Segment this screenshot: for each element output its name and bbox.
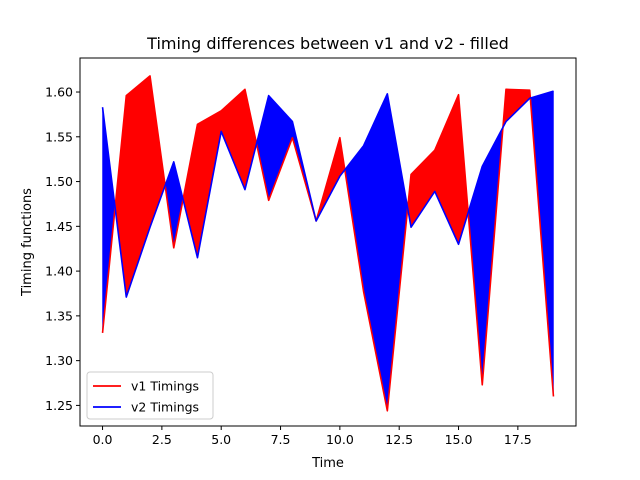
y-tick-label: 1.45 bbox=[45, 219, 73, 234]
y-tick-label: 1.55 bbox=[45, 129, 73, 144]
y-tick-label: 1.35 bbox=[45, 308, 73, 323]
y-tick-label: 1.30 bbox=[45, 353, 73, 368]
series-lines bbox=[101, 75, 555, 412]
legend: v1 Timings v2 Timings bbox=[86, 371, 214, 420]
fill-segment bbox=[434, 94, 459, 245]
x-tick-label: 10.0 bbox=[326, 432, 354, 447]
x-tick-label: 17.5 bbox=[504, 432, 532, 447]
y-axis-label: Timing functions bbox=[20, 188, 35, 297]
x-tick-label: 12.5 bbox=[385, 432, 413, 447]
y-tick-label: 1.40 bbox=[45, 264, 73, 279]
fill-segment bbox=[363, 93, 388, 411]
x-axis: 0.0 2.5 5.0 7.5 10.0 12.5 15.0 17.5 bbox=[93, 426, 532, 447]
x-axis-label: Time bbox=[311, 456, 344, 471]
plot-frame bbox=[79, 57, 577, 427]
y-axis: 1.25 1.30 1.35 1.40 1.45 1.50 1.55 1.60 bbox=[45, 85, 80, 413]
y-tick-label: 1.25 bbox=[45, 398, 73, 413]
y-tick-label: 1.50 bbox=[45, 174, 73, 189]
y-tick-label: 1.60 bbox=[45, 85, 73, 100]
chart-title: Timing differences between v1 and v2 - f… bbox=[146, 34, 509, 53]
series-line-v1 bbox=[101, 75, 555, 412]
fill-segment bbox=[256, 95, 269, 201]
x-tick-label: 15.0 bbox=[445, 432, 473, 447]
x-tick-label: 2.5 bbox=[152, 432, 172, 447]
legend-label-v2: v2 Timings bbox=[131, 400, 199, 415]
legend-label-v1: v1 Timings bbox=[131, 379, 199, 394]
series-line-v2 bbox=[101, 90, 554, 298]
fill-segment bbox=[244, 89, 257, 190]
x-tick-label: 5.0 bbox=[211, 432, 231, 447]
fill-segment bbox=[505, 89, 531, 123]
fill-regions bbox=[102, 75, 554, 411]
fill-segment bbox=[387, 93, 408, 411]
x-tick-label: 0.0 bbox=[93, 432, 113, 447]
x-tick-label: 7.5 bbox=[271, 432, 291, 447]
